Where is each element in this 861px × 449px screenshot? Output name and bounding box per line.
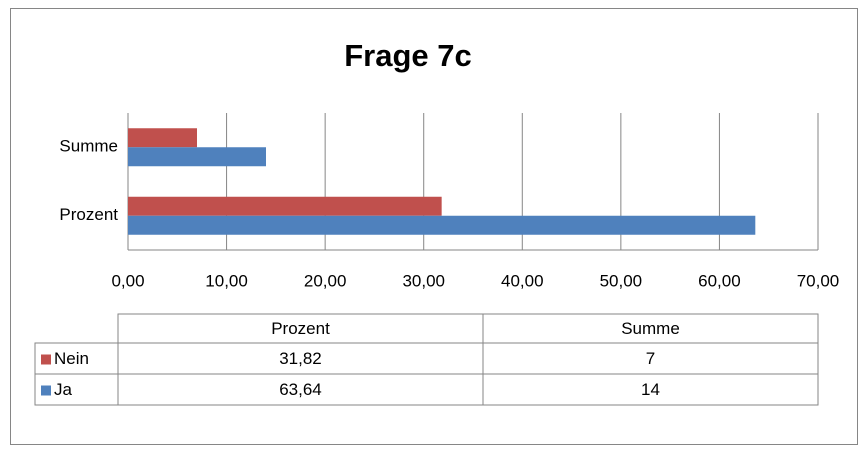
x-tick-label: 70,00 (797, 271, 840, 290)
legend-key (41, 385, 51, 396)
x-tick-label: 30,00 (402, 271, 445, 290)
bar (128, 215, 756, 235)
table-header: Summe (621, 319, 680, 338)
x-tick-label: 60,00 (698, 271, 741, 290)
table-value: 7 (646, 349, 655, 368)
y-tick-label: Prozent (59, 205, 118, 224)
y-tick-label: Summe (59, 137, 118, 156)
table-header: Prozent (271, 319, 330, 338)
table-cell (482, 373, 819, 406)
table-value: 31,82 (279, 349, 322, 368)
x-tick-label: 10,00 (205, 271, 248, 290)
legend-label: Nein (54, 349, 89, 368)
legend-key (41, 354, 51, 365)
x-tick-label: 50,00 (600, 271, 643, 290)
legend-label: Ja (54, 380, 73, 399)
bar (128, 147, 266, 167)
table-value: 63,64 (279, 380, 322, 399)
table-value: 14 (641, 380, 660, 399)
x-tick-label: 40,00 (501, 271, 544, 290)
chart-title: Frage 7c (344, 38, 472, 73)
x-tick-label: 20,00 (304, 271, 347, 290)
bar (128, 196, 442, 216)
x-tick-label: 0,00 (111, 271, 144, 290)
bar (128, 128, 197, 148)
